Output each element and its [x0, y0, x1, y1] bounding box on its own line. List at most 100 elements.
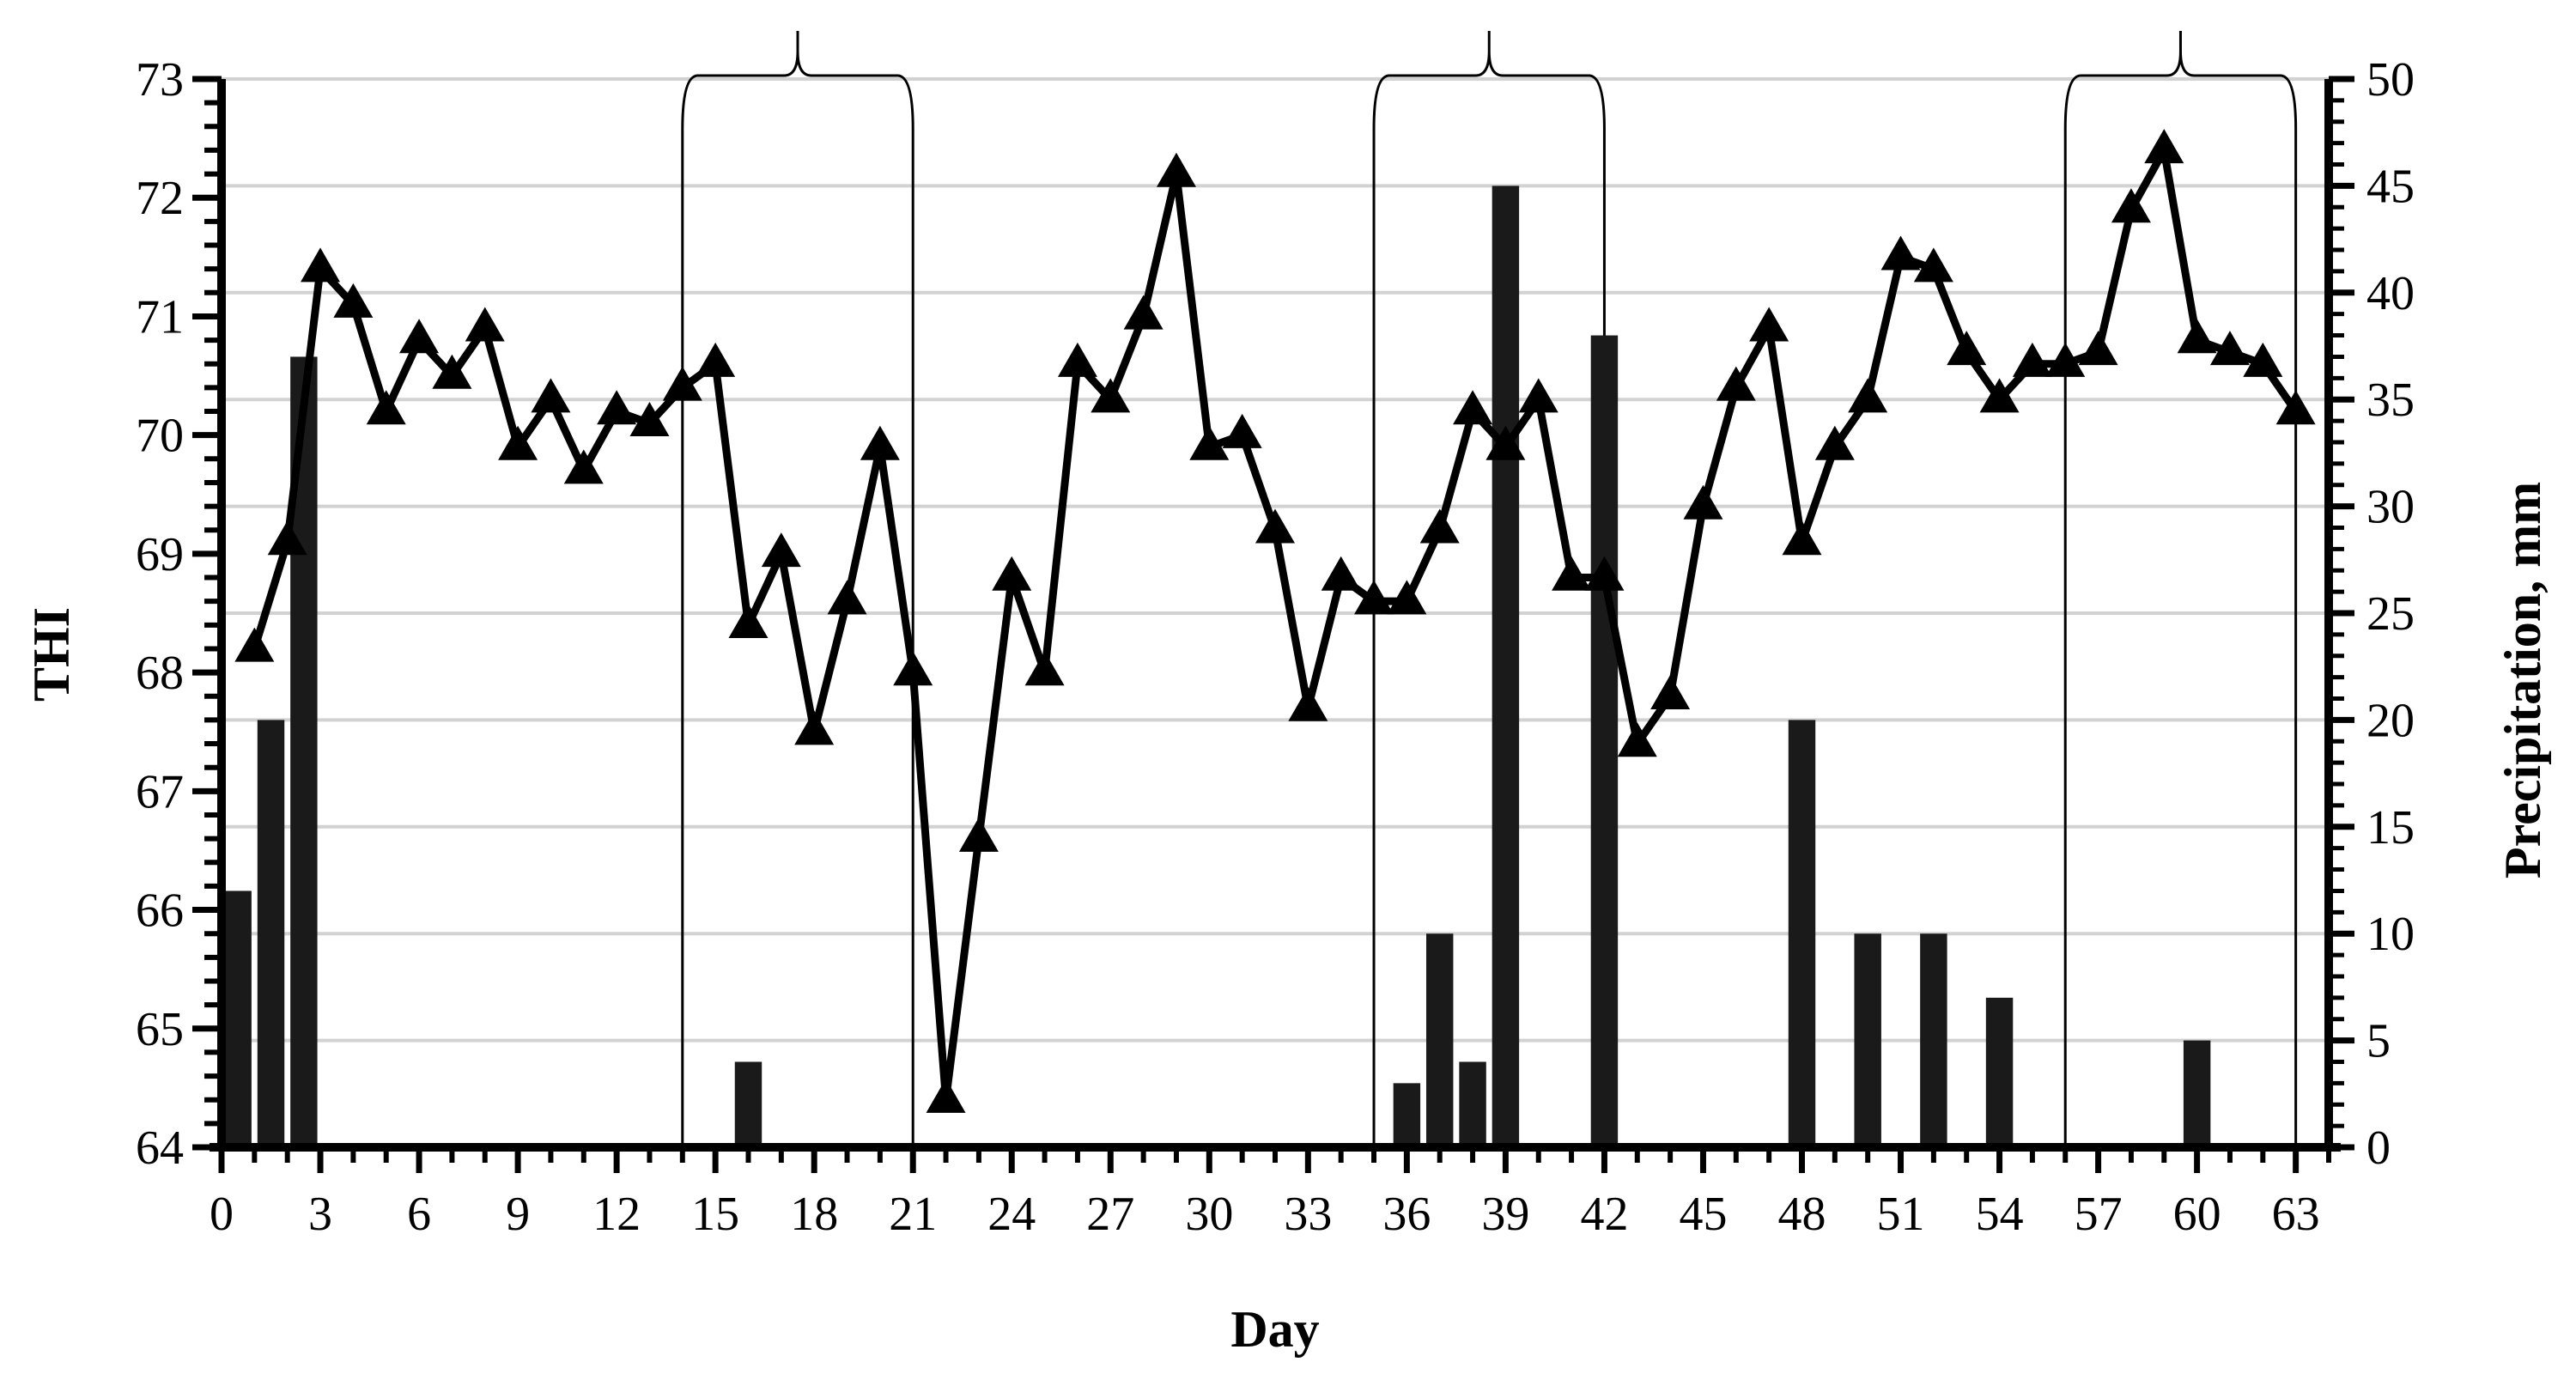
- thi-point-marker: [2111, 188, 2151, 223]
- thi-point-marker: [1880, 235, 1921, 271]
- x-tick-label: 30: [1185, 1188, 1233, 1241]
- precip-bar: [2183, 1040, 2211, 1147]
- bracket-brace: [2063, 51, 2298, 130]
- thi-point-marker: [2209, 331, 2250, 366]
- thi-point-marker: [2012, 342, 2052, 377]
- thi-point-marker: [1584, 556, 1625, 591]
- y-right-tick-label: 30: [2366, 481, 2415, 534]
- y-right-tick-label: 35: [2366, 374, 2415, 427]
- thi-point-marker: [531, 378, 571, 413]
- thi-point-marker: [1057, 342, 1097, 377]
- thi-point-marker: [1288, 686, 1328, 721]
- precip-bar: [1393, 1083, 1421, 1147]
- x-tick-label: 18: [790, 1188, 838, 1241]
- x-tick-label: 12: [592, 1188, 641, 1241]
- thi-point-marker: [2045, 342, 2086, 377]
- thi-point-marker: [366, 390, 406, 425]
- y-left-tick-label: 69: [136, 528, 184, 581]
- thi-point-marker: [333, 283, 374, 318]
- x-tick-label: 48: [1778, 1188, 1826, 1241]
- x-tick-label: 6: [407, 1188, 431, 1241]
- y-left-tick-label: 65: [136, 1003, 184, 1056]
- thi-point-marker: [1354, 580, 1394, 615]
- thi-point-marker: [1024, 651, 1065, 686]
- thi-point-marker: [2275, 390, 2316, 425]
- y-right-axis-title: Precipitation, mm: [2494, 482, 2551, 878]
- thi-point-marker: [2243, 342, 2283, 377]
- thi-point-marker: [958, 817, 999, 852]
- thi-point-marker: [794, 710, 835, 745]
- thi-point-marker: [1650, 674, 1691, 709]
- thi-point-marker: [399, 319, 440, 354]
- thi-point-marker: [992, 556, 1032, 591]
- y-right-tick-label: 5: [2366, 1015, 2391, 1068]
- x-tick-label: 27: [1086, 1188, 1134, 1241]
- gridlines: [222, 77, 2329, 1043]
- precip-bar: [1854, 933, 1881, 1147]
- thi-point-marker: [1617, 722, 1657, 757]
- precip-bar: [1492, 185, 1520, 1147]
- x-axis-title: Day: [1230, 1301, 1319, 1358]
- precip-bar: [224, 891, 252, 1147]
- thi-point-marker: [1552, 556, 1592, 591]
- y-left-tick-label: 73: [136, 53, 184, 106]
- thi-point-marker: [827, 580, 867, 615]
- precip-bar: [1985, 997, 2014, 1147]
- x-tick-label: 54: [1976, 1188, 2024, 1241]
- x-tick-label: 33: [1284, 1188, 1332, 1241]
- thi-point-marker: [1749, 307, 1789, 342]
- thi-point-marker: [1156, 152, 1196, 187]
- y-left-axis-title: THI: [23, 607, 80, 702]
- x-tick-label: 63: [2272, 1188, 2320, 1241]
- thi-point-marker: [1814, 425, 1855, 460]
- bracket-brace: [1372, 51, 1606, 130]
- x-tick-label: 0: [210, 1188, 234, 1241]
- thi-point-marker: [662, 366, 702, 401]
- y-right-tick-label: 20: [2366, 694, 2415, 747]
- y-left-tick-label: 72: [136, 172, 184, 225]
- thi-point-marker: [893, 651, 933, 686]
- y-right-tick-label: 40: [2366, 267, 2415, 320]
- precip-bar: [1920, 933, 1947, 1147]
- thi-point-marker: [1189, 425, 1230, 460]
- x-tick-label: 21: [889, 1188, 937, 1241]
- x-tick-label: 42: [1580, 1188, 1628, 1241]
- thi-point-marker: [267, 520, 307, 556]
- thi-point-marker: [1518, 378, 1558, 413]
- x-tick-label: 57: [2075, 1188, 2123, 1241]
- thi-point-marker: [1321, 556, 1361, 591]
- x-tick-label: 9: [506, 1188, 530, 1241]
- x-tick-label: 45: [1679, 1188, 1727, 1241]
- precip-bar: [734, 1061, 762, 1147]
- y-right-tick-label: 50: [2366, 53, 2415, 106]
- thi-point-marker: [728, 604, 769, 639]
- thi-point-marker: [2177, 319, 2217, 354]
- thi-point-marker: [1848, 378, 1888, 413]
- thi-point-marker: [1387, 580, 1427, 615]
- thi-line: [234, 129, 2316, 1113]
- y-left-tick-label: 64: [136, 1122, 184, 1175]
- thi-point-marker: [1091, 378, 1131, 413]
- precipitation-bars: [224, 185, 2211, 1147]
- x-tick-label: 15: [691, 1188, 739, 1241]
- x-tick-label: 24: [987, 1188, 1036, 1241]
- x-tick-label: 36: [1382, 1188, 1431, 1241]
- thi-point-marker: [1782, 520, 1822, 556]
- x-tick-label: 60: [2173, 1188, 2221, 1241]
- thi-point-marker: [301, 247, 341, 283]
- bracket-brace: [681, 51, 914, 130]
- x-tick-label: 51: [1877, 1188, 1925, 1241]
- precip-bar: [1425, 933, 1454, 1147]
- thi-point-marker: [498, 425, 538, 460]
- precip-bar: [1459, 1061, 1486, 1147]
- y-right-tick-label: 10: [2366, 908, 2415, 961]
- thi-point-marker: [1947, 331, 1987, 366]
- thi-point-marker: [860, 425, 900, 460]
- thi-point-marker: [597, 390, 637, 425]
- thi-point-marker: [1419, 508, 1460, 544]
- thi-point-marker: [465, 307, 505, 342]
- thi-point-marker: [234, 627, 275, 662]
- thi-point-marker: [1123, 295, 1163, 330]
- period-brackets: [681, 31, 2298, 1147]
- thi-point-marker: [1716, 366, 1756, 401]
